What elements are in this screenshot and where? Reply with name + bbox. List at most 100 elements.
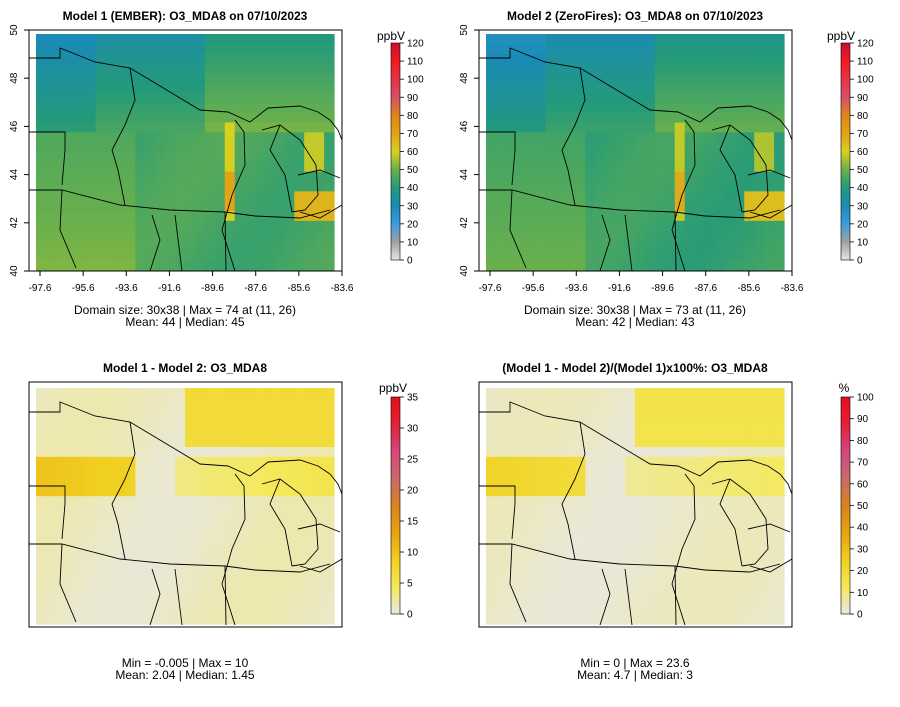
grid-cell [605, 53, 616, 65]
grid-cell [214, 407, 226, 419]
grid-cell [274, 230, 285, 242]
grid-cell [674, 555, 686, 566]
grid-cell [115, 122, 126, 133]
grid-cell [515, 407, 527, 419]
grid-cell [605, 63, 616, 74]
grid-cell [764, 388, 775, 399]
grid-cell [535, 201, 547, 212]
grid-cell [495, 584, 507, 596]
grid-cell [555, 525, 567, 537]
grid-cell [165, 83, 176, 94]
grid-cell [565, 73, 576, 84]
grid-cell [595, 220, 606, 232]
grid-cell [36, 211, 47, 222]
grid-cell [635, 506, 646, 517]
grid-cell [224, 574, 236, 586]
grid-cell [254, 93, 266, 104]
grid-cell [684, 407, 696, 419]
grid-cell [234, 388, 246, 399]
grid-cell [774, 43, 785, 55]
grid-cell [605, 93, 616, 104]
grid-cell [684, 427, 696, 438]
grid-cell [304, 506, 315, 517]
grid-cell [234, 142, 246, 153]
grid-cell [684, 515, 696, 527]
grid-cell [664, 63, 676, 74]
grid-cell [605, 437, 616, 448]
grid-cell [724, 63, 735, 74]
grid-cell [55, 250, 67, 261]
grid-cell [605, 161, 616, 173]
grid-cell [615, 407, 626, 419]
grid-cell [644, 447, 656, 458]
grid-cell [555, 132, 567, 143]
grid-cell [75, 102, 87, 114]
grid-cell [175, 181, 186, 192]
grid-cell [145, 565, 156, 576]
grid-cell [36, 250, 47, 261]
grid-cell [764, 260, 775, 271]
grid-cell [625, 594, 636, 605]
grid-cell [284, 437, 295, 448]
grid-cell [664, 565, 676, 576]
grid-cell [224, 486, 236, 497]
grid-cell [264, 250, 275, 261]
grid-cell [635, 93, 646, 104]
grid-cell [125, 506, 136, 517]
grid-cell [95, 574, 107, 586]
grid-cell [724, 535, 735, 546]
grid-cell [575, 191, 586, 202]
grid-cell [644, 152, 656, 163]
grid-cell [274, 388, 285, 399]
grid-cell [105, 614, 117, 625]
grid-cell [45, 260, 57, 271]
grid-cell [505, 181, 517, 192]
grid-cell [135, 161, 146, 173]
colorbar-tick-label: 70 [407, 129, 419, 140]
grid-cell [644, 388, 656, 399]
boundary-line [149, 214, 161, 272]
grid-cell [664, 220, 676, 232]
grid-cell [644, 466, 656, 478]
grid-cell [505, 515, 517, 527]
grid-cell [75, 191, 87, 202]
grid-cell [314, 93, 325, 104]
grid-cell [85, 211, 97, 222]
grid-cell [644, 594, 656, 605]
panel4-map [478, 381, 793, 628]
grid-cell [75, 447, 87, 458]
grid-cell [674, 220, 686, 232]
grid-cell [555, 220, 567, 232]
grid-cell [125, 614, 136, 625]
grid-cell [194, 63, 206, 74]
grid-cell [65, 486, 77, 497]
grid-cell [244, 220, 256, 232]
grid-cell [115, 102, 126, 114]
grid-cell [105, 250, 117, 261]
grid-cell [545, 191, 557, 202]
grid-cell [254, 604, 266, 615]
grid-cell [175, 466, 186, 478]
grid-cell [635, 496, 646, 507]
grid-cell [654, 555, 666, 566]
grid-cell [555, 407, 567, 419]
grid-cell [55, 83, 67, 94]
grid-cell [204, 43, 216, 55]
grid-cell [486, 34, 497, 45]
grid-cell [555, 112, 567, 124]
grid-cell [486, 201, 497, 212]
grid-cell [165, 496, 176, 507]
grid-cell [75, 397, 87, 409]
grid-cell [185, 171, 196, 183]
grid-cell [744, 574, 755, 586]
grid-cell [654, 220, 666, 232]
grid-cell [674, 525, 686, 537]
grid-cell [254, 152, 266, 163]
grid-cell [714, 506, 725, 517]
grid-cell [495, 565, 507, 576]
grid-cell [314, 466, 325, 478]
grid-cell [764, 161, 775, 173]
grid-cell [234, 152, 246, 163]
grid-cell [734, 211, 745, 222]
grid-cell [505, 545, 517, 556]
